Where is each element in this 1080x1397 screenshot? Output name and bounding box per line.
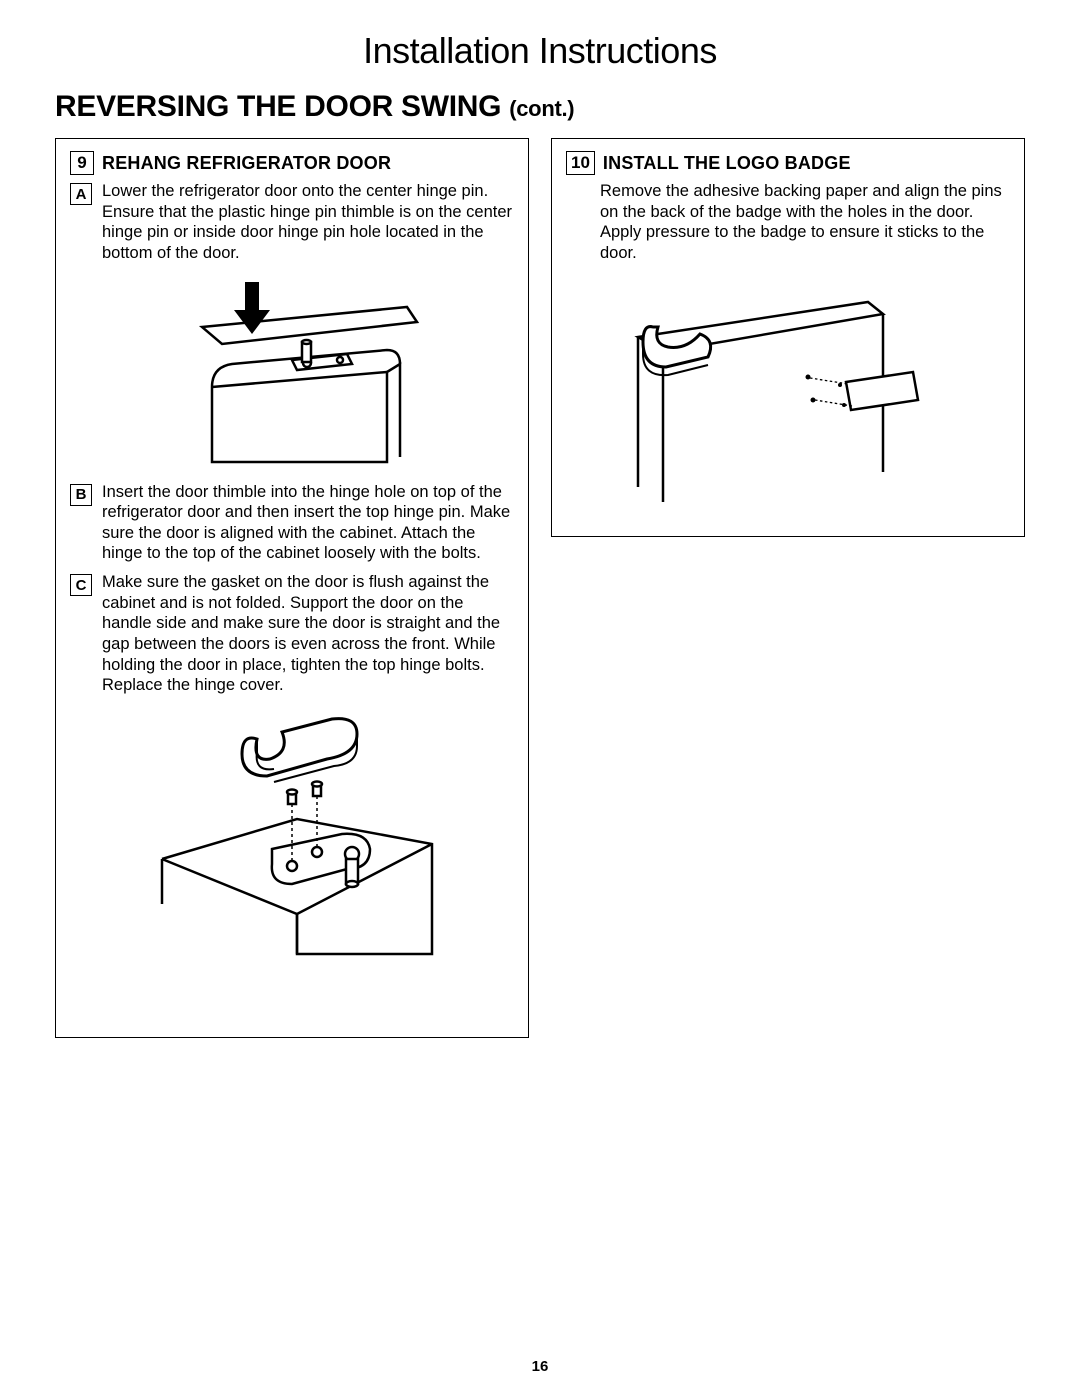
substep-letter: C [70,574,92,596]
step-10-panel: 10 INSTALL THE LOGO BADGE Remove the adh… [551,138,1025,537]
substep-c: C Make sure the gasket on the door is fl… [70,572,514,696]
step-9-panel: 9 REHANG REFRIGERATOR DOOR A Lower the r… [55,138,529,1038]
section-title-main: REVERSING THE DOOR SWING [55,90,501,123]
step-number-box: 9 [70,151,94,175]
top-hinge-assembly-diagram [142,704,442,964]
substep-b: B Insert the door thimble into the hinge… [70,482,514,565]
step-10-header: 10 INSTALL THE LOGO BADGE [566,151,1010,175]
step-10-title: INSTALL THE LOGO BADGE [603,153,851,174]
substep-letter: B [70,484,92,506]
substep-b-text: Insert the door thimble into the hinge h… [102,482,514,565]
section-title: REVERSING THE DOOR SWING (cont.) [55,90,1025,124]
page-title: Installation Instructions [55,30,1025,72]
logo-badge-diagram [608,272,968,512]
step-9-title: REHANG REFRIGERATOR DOOR [102,153,391,174]
door-hinge-lower-diagram [152,272,432,472]
page-number: 16 [0,1358,1080,1375]
substep-letter: A [70,183,92,205]
substep-a-text: Lower the refrigerator door onto the cen… [102,181,514,264]
step-number-box: 10 [566,151,595,175]
substep-c-text: Make sure the gasket on the door is flus… [102,572,514,696]
step-9-header: 9 REHANG REFRIGERATOR DOOR [70,151,514,175]
substep-a: A Lower the refrigerator door onto the c… [70,181,514,264]
section-title-cont: (cont.) [509,96,574,121]
columns-wrapper: 9 REHANG REFRIGERATOR DOOR A Lower the r… [55,138,1025,1038]
step-10-body: Remove the adhesive backing paper and al… [600,181,1010,264]
